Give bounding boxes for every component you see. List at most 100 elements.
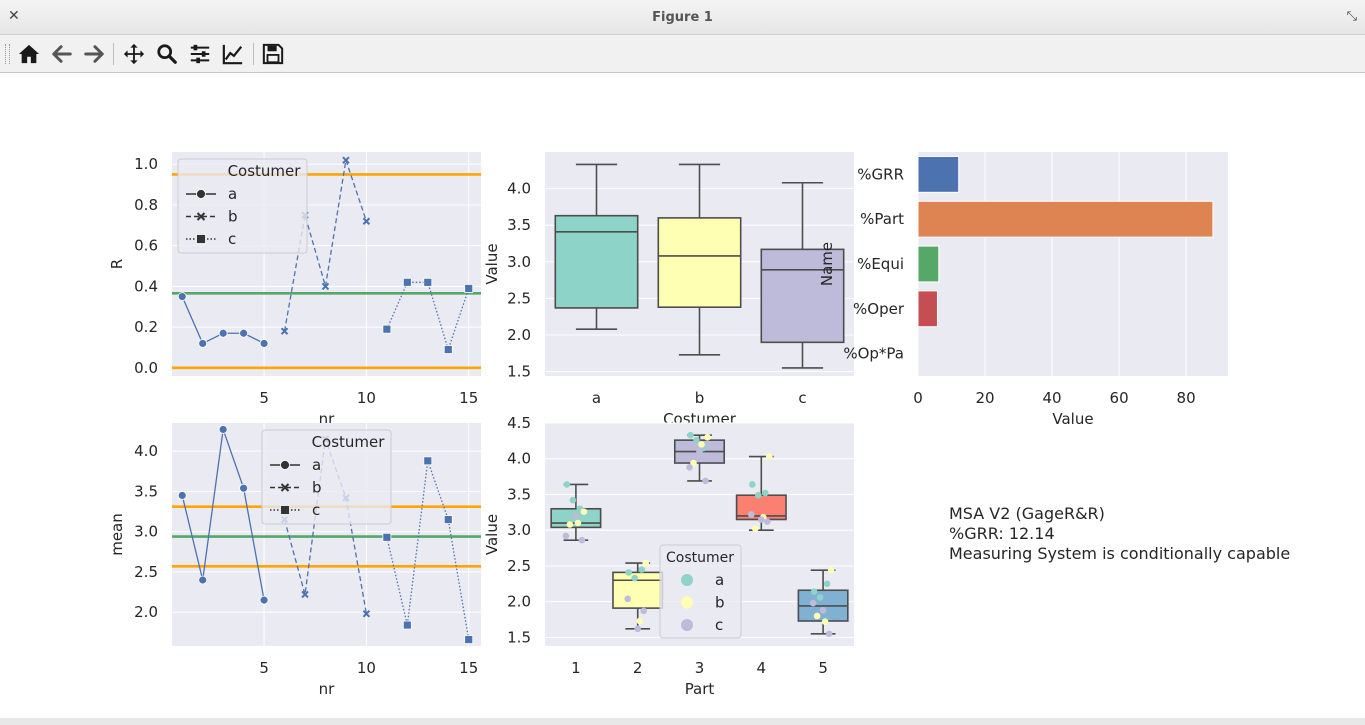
plot-area [918, 152, 1228, 376]
legend-title: Costumer [228, 162, 302, 180]
y-tick-label: %Op*Pa [843, 345, 904, 363]
strip-point [758, 516, 765, 523]
bar-%Equi [918, 246, 939, 282]
y-tick-label: 3.0 [507, 521, 531, 539]
data-point [465, 636, 473, 644]
x-axis-label: nr [319, 680, 336, 698]
customize-button[interactable] [219, 41, 247, 67]
x-tick-label: 10 [357, 659, 376, 677]
strip-point [764, 518, 771, 525]
bar-%Oper [918, 291, 937, 327]
back-icon [51, 43, 73, 65]
value-by-costumer-boxplot: 1.52.02.53.03.54.0ValueCostumera b c [483, 152, 854, 428]
home-button[interactable] [15, 41, 43, 67]
variance-components-bar-chart: 0 20 40 60 80 %GRR %Part %Equi %Oper %Op*Pa Name Va… [818, 152, 1228, 428]
data-point [199, 576, 207, 584]
y-tick-label: 0.8 [134, 196, 158, 214]
strip-point [581, 508, 588, 515]
strip-point [824, 581, 831, 588]
legend-marker [197, 235, 206, 244]
y-tick-label: 3.0 [507, 253, 531, 271]
y-tick-label: 1.5 [507, 628, 531, 646]
x-tick-label: c [798, 389, 806, 407]
strip-point [628, 583, 635, 590]
strip-point [698, 441, 705, 448]
legend-marker [197, 190, 206, 199]
subplots-button[interactable] [186, 41, 214, 67]
legend-label: c [312, 501, 320, 519]
y-tick-label: %GRR [857, 165, 904, 183]
strip-point [828, 567, 835, 574]
mean-chart: 2.0 2.5 3.0 3.5 4.0 5 10 15 mean nr Costumer abc [108, 423, 481, 698]
x-tick-label: 60 [1110, 389, 1129, 407]
toolbar-grip-handle[interactable] [5, 44, 10, 64]
x-tick-label: 2 [633, 659, 643, 677]
legend-label: a [228, 185, 237, 203]
data-point [260, 596, 268, 604]
x-tick-label: 15 [459, 659, 478, 677]
data-point [424, 278, 432, 286]
save-icon [262, 43, 284, 65]
pan-button[interactable] [120, 41, 148, 67]
y-tick-label: 2.0 [134, 603, 158, 621]
strip-point [811, 588, 818, 595]
data-point [424, 457, 432, 465]
legend-marker [281, 461, 290, 470]
y-tick-label: %Part [860, 210, 904, 228]
value-by-part-boxplot: 1.52.02.53.03.54.04.5ValuePart1 2 3 4 5Costu… [483, 414, 854, 698]
legend-label: b [312, 479, 322, 497]
legend-marker [681, 597, 693, 609]
y-tick-label: 2.5 [507, 557, 531, 575]
x-tick-label: 3 [695, 659, 705, 677]
x-tick-label: a [592, 389, 601, 407]
legend: Costumer abc [660, 545, 741, 638]
strip-point [575, 520, 582, 527]
strip-point [762, 490, 769, 497]
strip-point [687, 432, 694, 439]
toolbar-separator [113, 43, 114, 65]
restore-window-button[interactable]: ⤡ [1347, 9, 1357, 24]
data-point [260, 339, 268, 347]
x-axis-label: Value [1052, 410, 1093, 428]
data-point [178, 491, 186, 499]
strip-point [573, 513, 580, 520]
y-axis-label: mean [108, 513, 126, 556]
legend-label: a [715, 571, 724, 589]
strip-point [820, 607, 827, 614]
forward-button[interactable] [80, 41, 108, 67]
legend-marker [681, 619, 693, 631]
y-tick-label: 3.5 [134, 482, 158, 500]
navigation-toolbar [0, 35, 1365, 73]
msa-title-text: MSA V2 (GageR&R) [949, 504, 1105, 523]
strip-point [766, 453, 773, 460]
capability-verdict-text: Measuring System is conditionally capabl… [949, 544, 1290, 563]
legend-title: Costumer [666, 550, 734, 566]
save-button[interactable] [259, 41, 287, 67]
legend-label: c [228, 230, 236, 248]
legend-label: b [228, 208, 238, 226]
legend-title: Costumer [312, 433, 386, 451]
x-tick-label: 15 [459, 389, 478, 407]
strip-point [640, 608, 647, 615]
strip-point [755, 492, 762, 499]
x-tick-label: b [695, 389, 705, 407]
strip-point [696, 448, 703, 455]
y-tick-label: 0.4 [134, 277, 158, 295]
y-tick-label: 2.0 [507, 593, 531, 611]
x-tick-label: 1 [571, 659, 581, 677]
legend-marker [681, 574, 693, 586]
zoom-button[interactable] [153, 41, 181, 67]
strip-point [752, 525, 759, 532]
strip-point [570, 497, 577, 504]
home-icon [18, 43, 40, 65]
x-tick-label: 40 [1043, 389, 1062, 407]
data-point [240, 484, 248, 492]
back-button[interactable] [48, 41, 76, 67]
zoom-icon [156, 43, 178, 65]
status-strip [0, 718, 1365, 725]
strip-point [810, 600, 817, 607]
y-tick-label: %Oper [853, 300, 905, 318]
legend-label: b [715, 594, 725, 612]
y-tick-label: 0.0 [134, 359, 158, 377]
